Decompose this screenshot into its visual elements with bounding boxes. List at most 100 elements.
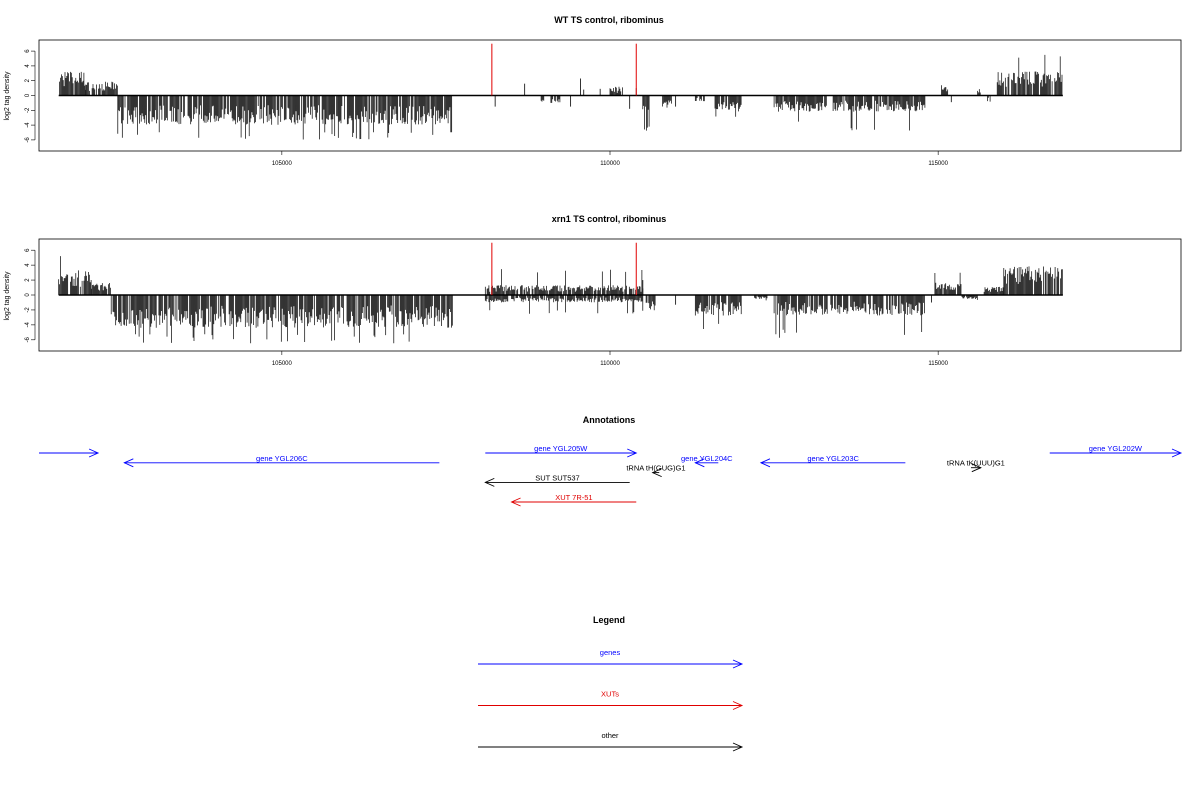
x-axis: 105000 110000 115000	[272, 151, 949, 167]
annotation-feature: XUT 7R-51	[510, 493, 637, 507]
legend-label: XUTs	[601, 690, 619, 699]
y-axis-label: log2 tag density	[4, 271, 11, 321]
feature-label: gene YGL203C	[807, 454, 859, 463]
arrowhead-icon	[732, 742, 744, 752]
y-axis: -6 -4 -2 0 2 4 6	[25, 248, 36, 342]
coverage-bar-segment	[714, 95, 742, 117]
y-tick-label: 6	[25, 248, 31, 252]
arrowhead-icon	[88, 448, 100, 458]
coverage-bar-segment	[540, 95, 545, 102]
feature-label: tRNA tH(GUG)G1	[626, 464, 685, 473]
arrowhead-icon	[627, 448, 638, 458]
x-axis: 105000 110000 115000	[272, 351, 949, 367]
arrowhead-icon	[1171, 448, 1183, 458]
y-tick-label: 2	[25, 78, 31, 82]
legend-items: genes XUTs other	[478, 648, 744, 752]
annotations-panel: Annotations gene YGL206C gene YGL205W gene…	[39, 415, 1183, 507]
coverage-bar-segment	[484, 269, 644, 295]
y-tick-label: -4	[25, 122, 31, 128]
coverage-bar-segment	[117, 95, 453, 140]
x-tick-label: 110000	[600, 161, 620, 167]
coverage-bar-segment	[983, 286, 1004, 295]
annotation-feature: tRNA tK(UUU)G1	[947, 459, 1005, 473]
feature-label: gene YGL202W	[1089, 444, 1143, 453]
x-tick-label: 115000	[928, 161, 948, 167]
annotation-feature: gene YGL203C	[759, 454, 906, 468]
coverage-bars	[58, 256, 1063, 344]
feature-label: gene YGL204C	[681, 454, 733, 463]
marker-lines	[491, 43, 637, 96]
feature-label: SUT SUT537	[535, 473, 579, 482]
coverage-bar-segment	[645, 295, 656, 311]
feature-label: gene YGL205W	[534, 444, 588, 453]
coverage-bar-segment	[58, 256, 92, 295]
annotation-feature	[39, 448, 100, 458]
panel-title: xrn1 TS control, ribominus	[552, 214, 667, 224]
y-axis: -6 -4 -2 0 2 4 6	[25, 49, 36, 143]
feature-label: XUT 7R-51	[555, 493, 592, 502]
feature-label: gene YGL206C	[256, 454, 308, 463]
coverage-bar-segment	[694, 95, 705, 102]
arrowhead-icon	[759, 458, 771, 468]
legend-label: other	[601, 731, 619, 740]
coverage-bar-segment	[773, 295, 925, 338]
coverage-bar-segment	[773, 95, 827, 122]
annotation-feature: gene YGL206C	[123, 454, 440, 468]
legend-item: genes	[478, 648, 744, 669]
arrowhead-icon	[732, 701, 744, 710]
marker-lines	[491, 242, 637, 295]
legend-item: XUTs	[478, 690, 744, 710]
x-tick-label: 110000	[600, 361, 620, 367]
coverage-bar-segment	[987, 95, 991, 102]
x-tick-label: 105000	[272, 361, 293, 367]
legend-panel: Legend genes XUTs other	[478, 615, 744, 752]
panel-title: WT TS control, ribominus	[554, 15, 664, 25]
arrowhead-icon	[971, 463, 982, 473]
annotation-feature: gene YGL204C	[681, 454, 733, 468]
x-tick-label: 115000	[928, 361, 948, 367]
y-tick-label: -2	[25, 107, 31, 113]
y-tick-label: 6	[25, 49, 31, 53]
arrowhead-icon	[484, 477, 495, 487]
coverage-bar-segment	[832, 95, 926, 131]
y-tick-label: 0	[25, 293, 31, 297]
annotation-feature: gene YGL205W	[485, 444, 638, 458]
feature-label: tRNA tK(UUU)G1	[947, 459, 1005, 468]
legend-label: genes	[600, 648, 621, 657]
annotation-feature: SUT SUT537	[484, 473, 630, 487]
arrowhead-icon	[732, 659, 744, 669]
arrowhead-icon	[123, 458, 134, 468]
coverage-bars	[58, 54, 1063, 140]
legend-title: Legend	[593, 615, 625, 625]
wt-coverage-panel: WT TS control, ribominus log2 tag densit…	[4, 15, 1182, 167]
x-tick-label: 105000	[272, 161, 293, 167]
annotation-feature: tRNA tH(GUG)G1	[626, 464, 686, 478]
coverage-bar-segment	[694, 295, 742, 329]
coverage-bar-segment	[754, 295, 768, 301]
y-tick-label: -6	[25, 336, 31, 342]
y-axis-label: log2 tag density	[4, 71, 11, 121]
coverage-bar-segment	[961, 295, 978, 300]
y-tick-label: -6	[25, 137, 31, 143]
coverage-bar-segment	[91, 283, 111, 295]
y-tick-label: -2	[25, 307, 31, 313]
coverage-bar-segment	[1003, 266, 1063, 295]
y-tick-label: -4	[25, 322, 31, 328]
coverage-bar-segment	[941, 85, 949, 96]
coverage-bar-segment	[934, 272, 962, 295]
coverage-bar-segment	[484, 295, 644, 314]
coverage-bar-segment	[996, 54, 1063, 96]
coverage-bar-segment	[59, 71, 86, 96]
xrn1-coverage-panel: xrn1 TS control, ribominus log2 tag dens…	[4, 214, 1182, 367]
arrowhead-icon	[694, 458, 705, 468]
annotations-title: Annotations	[583, 415, 636, 425]
y-tick-label: 4	[25, 64, 31, 68]
annotation-feature: gene YGL202W	[1049, 444, 1183, 458]
legend-item: other	[478, 731, 744, 752]
coverage-bar-segment	[609, 86, 623, 96]
coverage-bar-segment	[642, 95, 650, 131]
coverage-bar-segment	[550, 95, 561, 103]
coverage-bar-segment	[662, 95, 672, 108]
arrowhead-icon	[510, 497, 521, 507]
